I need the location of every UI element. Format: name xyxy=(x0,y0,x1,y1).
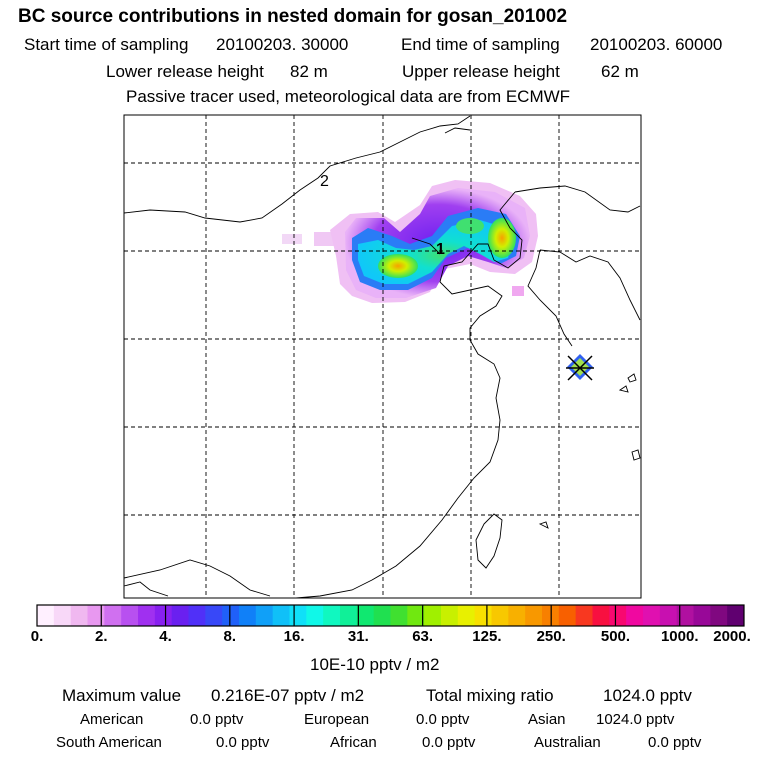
colorbar-cell xyxy=(474,605,492,626)
colorbar-tick-label: 4. xyxy=(159,628,172,645)
african-label: African xyxy=(330,734,377,751)
plume-core xyxy=(378,218,516,278)
colorbar-cell xyxy=(659,605,678,626)
colorbar-frame xyxy=(36,604,745,627)
asian-value: 1024.0 pptv xyxy=(596,711,675,728)
colorbar-tick-label: 31. xyxy=(347,628,369,645)
max-value: 0.216E-07 pptv / m2 xyxy=(211,686,365,705)
colorbar-cell xyxy=(87,605,105,626)
colorbar-cell xyxy=(676,605,694,626)
map-frame xyxy=(123,114,642,599)
subtitle: Passive tracer used, meteorological data… xyxy=(126,87,571,106)
american-label: American xyxy=(80,711,144,728)
colorbar-tick-label: 0. xyxy=(30,628,44,645)
colorbar-cell xyxy=(121,605,139,626)
australian-value: 0.0 pptv xyxy=(648,734,702,751)
colorbar-cell xyxy=(558,605,577,626)
african-value: 0.0 pptv xyxy=(422,734,476,751)
colorbar-cell xyxy=(171,605,189,626)
colorbar-cell xyxy=(323,605,341,626)
colorbar-cell xyxy=(272,605,290,626)
receptor-marker xyxy=(566,354,594,381)
colorbar-tick-label: 63. xyxy=(412,628,434,645)
colorbar-cell xyxy=(373,605,391,626)
colorbar-cell xyxy=(188,605,206,626)
total-mixing-label: Total mixing ratio xyxy=(426,686,554,705)
map-label-2: 2 xyxy=(320,173,329,190)
colorbar-cell xyxy=(239,605,257,626)
colorbar-cell xyxy=(104,605,122,626)
colorbar-cell xyxy=(525,605,543,626)
colorbar-cell xyxy=(340,605,358,626)
end-time-value: 20100203. 60000 xyxy=(590,35,723,54)
european-value: 0.0 pptv xyxy=(416,711,470,728)
colorbar-cell xyxy=(154,605,173,626)
colorbar-tick-label: 125. xyxy=(472,628,502,645)
colorbar-cell xyxy=(424,605,442,626)
southamerican-label: South American xyxy=(56,734,162,751)
upper-height-label: Upper release height xyxy=(402,62,560,81)
colorbar-cell xyxy=(255,605,274,626)
colorbar-tick-label: 2000. xyxy=(713,628,751,645)
colorbar-cell xyxy=(138,605,156,626)
coastlines xyxy=(123,115,641,599)
start-time-label: Start time of sampling xyxy=(24,35,189,54)
colorbar-tick-label: 16. xyxy=(283,628,305,645)
colorbar-tick-label: 1000. xyxy=(660,628,699,645)
map-label-1: 1 xyxy=(436,241,445,258)
footprint-map: 1 2 xyxy=(123,114,642,599)
colorbar-cell xyxy=(289,605,307,626)
end-time-label: End time of sampling xyxy=(401,35,560,54)
colorbar-tick-label: 500. xyxy=(600,628,631,645)
lower-height-label: Lower release height xyxy=(106,62,264,81)
colorbar-cell xyxy=(592,605,610,626)
australian-label: Australian xyxy=(534,734,601,751)
colorbar-cell xyxy=(222,605,240,626)
upper-height-value: 62 m xyxy=(601,62,639,81)
colorbar-cell xyxy=(575,605,593,626)
gridlines xyxy=(124,115,641,598)
colorbar-cell xyxy=(609,605,627,626)
colorbar-tick-label: 2. xyxy=(95,628,108,645)
chart-title: BC source contributions in nested domain… xyxy=(18,6,568,27)
colorbar-cell xyxy=(693,605,711,626)
colorbar-unit: 10E-10 pptv / m2 xyxy=(310,655,440,674)
colorbar-cell xyxy=(727,605,745,626)
colorbar-cell xyxy=(390,605,408,626)
asian-label: Asian xyxy=(528,711,566,728)
colorbar-tick-label: 8. xyxy=(223,628,237,645)
colorbar-cell xyxy=(205,605,223,626)
colorbar-cell xyxy=(306,605,324,626)
colorbar-cell xyxy=(491,605,509,626)
colorbar xyxy=(36,604,745,627)
lower-height-value: 82 m xyxy=(290,62,328,81)
colorbar-cell xyxy=(53,605,72,626)
colorbar-cell xyxy=(508,605,526,626)
colorbar-cell xyxy=(356,605,375,626)
max-value-label: Maximum value xyxy=(62,686,182,705)
total-mixing-value: 1024.0 pptv xyxy=(603,686,692,705)
colorbar-cell xyxy=(70,605,88,626)
colorbar-tick-label: 250. xyxy=(536,628,566,645)
colorbar-cell xyxy=(710,605,728,626)
colorbar-cell xyxy=(457,605,476,626)
colorbar-cell xyxy=(441,605,459,626)
southamerican-value: 0.0 pptv xyxy=(216,734,270,751)
colorbar-cell xyxy=(643,605,661,626)
start-time-value: 20100203. 30000 xyxy=(216,35,349,54)
colorbar-cell xyxy=(626,605,644,626)
american-value: 0.0 pptv xyxy=(190,711,244,728)
colorbar-cell xyxy=(407,605,425,626)
european-label: European xyxy=(304,711,370,728)
colorbar-cell xyxy=(37,605,55,626)
